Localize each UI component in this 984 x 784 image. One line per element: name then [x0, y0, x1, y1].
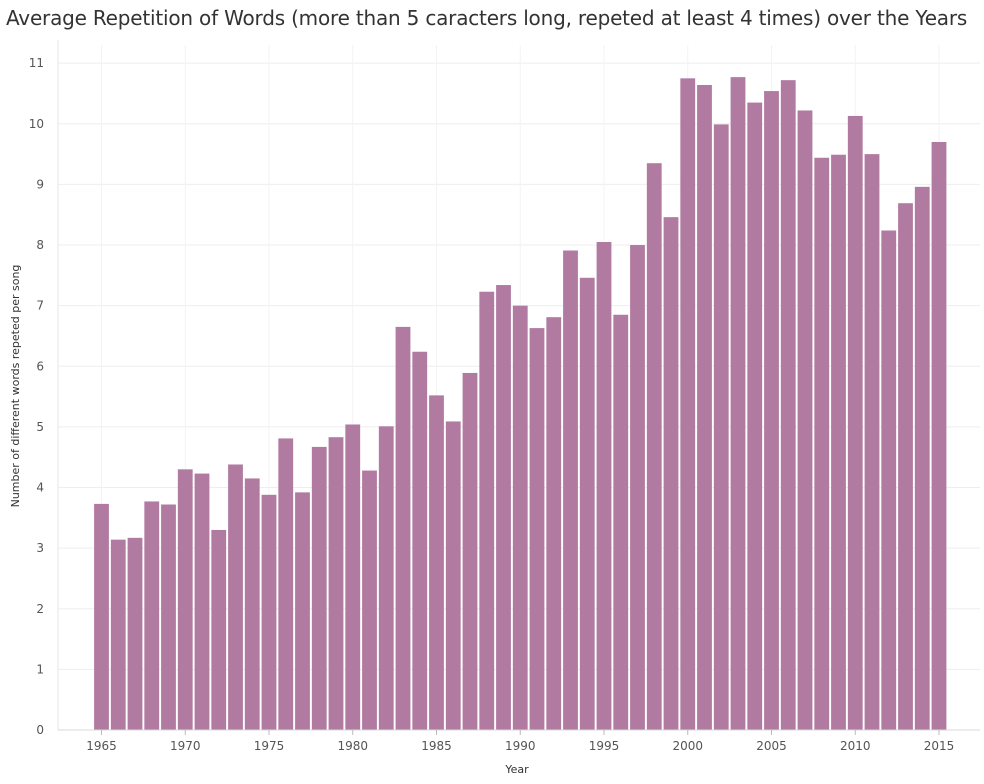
y-tick-label: 4 [36, 481, 44, 495]
y-axis-title: Number of different words repeted per so… [9, 265, 22, 508]
bar[interactable] [345, 424, 361, 730]
x-tick-label: 2010 [840, 739, 871, 753]
bar[interactable] [177, 469, 193, 730]
bar[interactable] [529, 328, 545, 730]
x-axis-title: Year [504, 763, 529, 776]
y-tick-label: 5 [36, 420, 44, 434]
y-tick-label: 0 [36, 723, 44, 737]
bar[interactable] [261, 494, 277, 730]
bar[interactable] [244, 478, 260, 730]
x-tick-label: 2000 [672, 739, 703, 753]
bar[interactable] [898, 203, 913, 731]
bar[interactable] [881, 230, 897, 730]
bar[interactable] [228, 464, 243, 730]
bar[interactable] [211, 529, 227, 730]
x-axis: 1965 1970 1975 1980 1985 1990 1995 2000 2005 2010… [58, 729, 980, 753]
bar[interactable] [445, 421, 461, 730]
y-tick-label: 10 [29, 117, 44, 131]
bar[interactable] [512, 305, 528, 730]
bar[interactable] [496, 285, 511, 730]
y-axis: 0 1 2 3 4 5 6 7 8 9 10 11 [29, 56, 44, 737]
bar[interactable] [931, 141, 947, 730]
bar[interactable] [864, 154, 880, 730]
x-tick-label: 1980 [337, 739, 368, 753]
bar[interactable] [814, 157, 830, 731]
y-tick-label: 2 [36, 602, 44, 616]
x-tick-label: 1975 [254, 739, 285, 753]
y-tick-label: 7 [36, 299, 44, 313]
bar[interactable] [764, 91, 779, 730]
bar[interactable] [412, 351, 428, 730]
bar[interactable] [914, 186, 930, 731]
bar[interactable] [546, 317, 562, 730]
bar[interactable] [110, 539, 126, 730]
bar[interactable] [462, 372, 478, 730]
y-tick-label: 8 [36, 238, 44, 252]
bar[interactable] [479, 291, 495, 730]
bar[interactable] [295, 492, 310, 730]
bar[interactable] [613, 314, 629, 730]
bar[interactable] [94, 503, 109, 730]
bar[interactable] [630, 245, 645, 730]
bar[interactable] [797, 110, 813, 731]
bars [94, 77, 947, 731]
bar[interactable] [579, 277, 595, 730]
y-tick-label: 1 [36, 662, 44, 676]
bar[interactable] [780, 80, 796, 730]
bar[interactable] [646, 163, 662, 731]
bar[interactable] [697, 85, 712, 730]
x-tick-label: 1970 [170, 739, 201, 753]
bar[interactable] [831, 154, 846, 730]
bar[interactable] [596, 242, 612, 730]
x-tick-label: 1965 [86, 739, 117, 753]
bar[interactable] [429, 395, 444, 730]
y-tick-label: 9 [36, 177, 44, 191]
bar[interactable] [161, 504, 176, 730]
bar[interactable] [663, 217, 679, 730]
bar[interactable] [127, 537, 143, 730]
bar[interactable] [311, 446, 327, 730]
bar[interactable] [328, 437, 344, 730]
bar[interactable] [378, 426, 394, 730]
y-tick-label: 6 [36, 359, 44, 373]
y-tick-label: 11 [29, 56, 44, 70]
y-tick-label: 3 [36, 541, 44, 555]
bar[interactable] [395, 326, 411, 730]
x-tick-label: 2015 [924, 739, 955, 753]
bar[interactable] [713, 124, 729, 731]
x-tick-label: 2005 [756, 739, 787, 753]
x-tick-label: 1985 [421, 739, 452, 753]
bar[interactable] [747, 102, 763, 730]
chart-title: Average Repetition of Words (more than 5… [6, 6, 968, 30]
bar[interactable] [680, 78, 696, 731]
bar[interactable] [144, 501, 160, 730]
bar[interactable] [362, 470, 377, 730]
bar[interactable] [847, 115, 863, 730]
bar[interactable] [194, 473, 210, 730]
bar[interactable] [563, 250, 578, 731]
bar[interactable] [278, 438, 294, 730]
bar[interactable] [730, 77, 746, 731]
x-tick-label: 1990 [505, 739, 536, 753]
x-tick-label: 1995 [589, 739, 620, 753]
